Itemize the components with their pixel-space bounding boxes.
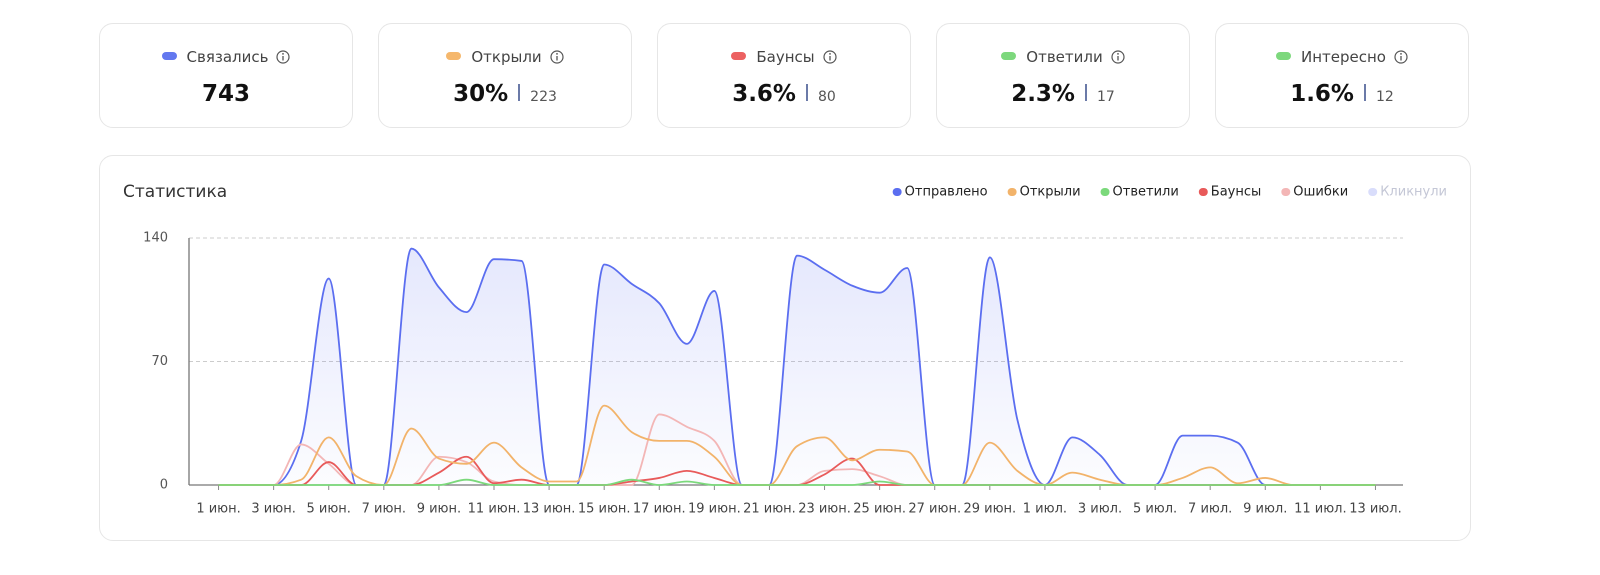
separator bbox=[1084, 84, 1087, 101]
stat-card: Интересно 1.6% 12 bbox=[1215, 23, 1469, 128]
y-tick-label: 70 bbox=[151, 354, 168, 369]
card-header: Ответили bbox=[937, 48, 1189, 68]
x-tick-label: 19 июн. bbox=[688, 502, 741, 517]
x-tick-label: 27 июн. bbox=[908, 502, 961, 517]
y-tick-label: 140 bbox=[143, 231, 168, 246]
line bbox=[218, 404, 1376, 486]
card-value: 743 bbox=[201, 81, 250, 107]
x-tick-label: 5 июл. bbox=[1133, 502, 1177, 517]
x-tick-label: 9 июн. bbox=[417, 502, 461, 517]
card-sub-value: 12 bbox=[1375, 89, 1394, 105]
legend-dot bbox=[1198, 188, 1208, 196]
color-dot bbox=[446, 52, 462, 60]
x-tick-label: 3 июл. bbox=[1078, 502, 1122, 517]
card-header: Открыли bbox=[379, 48, 631, 68]
x-tick-label: 15 июн. bbox=[578, 502, 631, 517]
x-tick-label: 3 июн. bbox=[251, 502, 295, 517]
x-tick-label: 21 июн. bbox=[743, 502, 796, 517]
separator bbox=[805, 84, 808, 101]
stat-card: Связались 743 bbox=[99, 23, 353, 128]
legend-label[interactable]: Открыли bbox=[1020, 185, 1081, 200]
color-dot bbox=[161, 52, 177, 60]
card-sub-value: 17 bbox=[1096, 89, 1115, 105]
x-tick-label: 7 июл. bbox=[1188, 502, 1232, 517]
x-tick-label: 25 июн. bbox=[853, 502, 906, 517]
card-label: Ответили bbox=[1026, 48, 1103, 66]
area bbox=[218, 248, 1376, 485]
card-label: Интересно bbox=[1301, 48, 1386, 66]
separator bbox=[518, 84, 521, 101]
legend-dot bbox=[892, 188, 902, 196]
x-tick-label: 11 июл. bbox=[1294, 502, 1347, 517]
card-label: Открыли bbox=[471, 48, 542, 66]
chart-card bbox=[99, 155, 1471, 541]
x-tick-label: 29 июн. bbox=[963, 502, 1016, 517]
legend-label[interactable]: Баунсы bbox=[1211, 185, 1262, 200]
x-tick-label: 11 июн. bbox=[468, 502, 521, 517]
x-tick-label: 13 июн. bbox=[523, 502, 576, 517]
x-tick-label: 17 июн. bbox=[633, 502, 686, 517]
card-label: Баунсы bbox=[756, 48, 815, 66]
x-tick-label: 13 июл. bbox=[1349, 502, 1402, 517]
card-header: Баунсы bbox=[658, 48, 910, 68]
card-value: 2.3% bbox=[1011, 81, 1075, 107]
card-sub-value: 223 bbox=[530, 89, 557, 105]
card-value-row: 3.6% 80 bbox=[658, 81, 910, 107]
chart-title: Статистика bbox=[123, 182, 227, 202]
legend-dot bbox=[1007, 188, 1017, 196]
color-dot bbox=[731, 52, 747, 60]
info-icon[interactable] bbox=[823, 50, 837, 68]
card-sub-value: 80 bbox=[817, 89, 836, 105]
x-tick-label: 7 июн. bbox=[362, 502, 406, 517]
x-tick-label: 23 июн. bbox=[798, 502, 851, 517]
card-value-row: 2.3% 17 bbox=[937, 81, 1189, 107]
separator bbox=[1363, 84, 1366, 101]
card-value: 3.6% bbox=[732, 81, 796, 107]
info-icon[interactable] bbox=[550, 50, 564, 68]
card-value-row: 1.6% 12 bbox=[1216, 81, 1468, 107]
info-icon[interactable] bbox=[276, 50, 291, 68]
legend-dot bbox=[1100, 188, 1110, 196]
stat-card: Баунсы 3.6% 80 bbox=[657, 23, 911, 128]
legend-label[interactable]: Ответили bbox=[1113, 185, 1179, 200]
x-tick-label: 5 июн. bbox=[307, 502, 351, 517]
card-header: Интересно bbox=[1216, 48, 1468, 68]
card-value: 1.6% bbox=[1290, 81, 1354, 107]
color-dot bbox=[1276, 52, 1291, 60]
color-dot bbox=[1001, 52, 1017, 60]
stat-card: Ответили 2.3% 17 bbox=[936, 23, 1190, 128]
legend-label[interactable]: Отправлено bbox=[905, 185, 988, 200]
info-icon[interactable] bbox=[1111, 50, 1125, 68]
y-tick-label: 0 bbox=[160, 478, 168, 493]
legend-label[interactable]: Кликнули bbox=[1380, 185, 1447, 200]
card-label: Связались bbox=[186, 48, 269, 66]
x-tick-label: 1 июн. bbox=[196, 502, 240, 517]
card-value-row: 743 bbox=[100, 81, 352, 107]
card-value: 30% bbox=[453, 81, 509, 107]
x-tick-label: 1 июл. bbox=[1023, 502, 1067, 517]
x-tick-label: 9 июл. bbox=[1243, 502, 1287, 517]
legend-dot bbox=[1281, 188, 1291, 196]
line bbox=[218, 478, 1376, 486]
legend-dot bbox=[1368, 188, 1378, 196]
stat-card: Открыли 30% 223 bbox=[378, 23, 632, 128]
card-header: Связались bbox=[100, 48, 352, 68]
legend-label[interactable]: Ошибки bbox=[1293, 185, 1348, 200]
info-icon[interactable] bbox=[1394, 50, 1408, 68]
card-value-row: 30% 223 bbox=[379, 81, 631, 107]
